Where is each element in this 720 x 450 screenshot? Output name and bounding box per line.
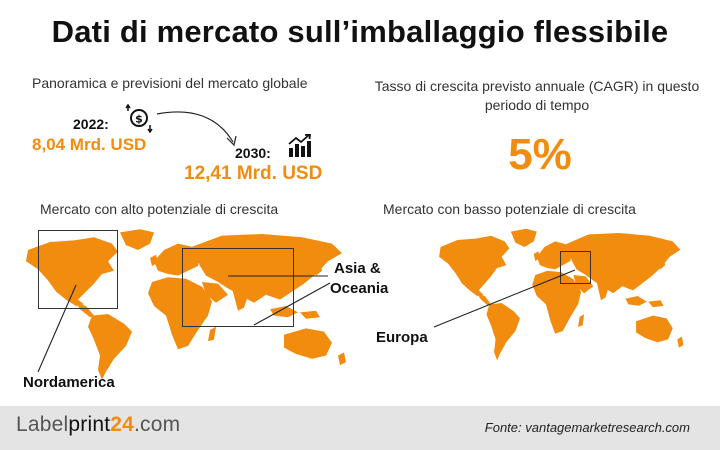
callout-line-north-america [37, 284, 77, 373]
region-label-north-america: Nordamerica [23, 374, 115, 391]
logo-part-label: Label [16, 413, 69, 436]
year-2030-label: 2030: [235, 145, 271, 161]
callout-lines [37, 269, 576, 373]
brand-logo[interactable]: Labelprint24.com [16, 413, 180, 437]
cagr-label: Tasso di crescita previsto annuale (CAGR… [374, 78, 700, 113]
high-potential-label: Mercato con alto potenziale di crescita [40, 201, 279, 217]
cagr-value: 5% [508, 130, 572, 179]
region-label-oceania: Oceania [330, 280, 389, 297]
region-label-asia: Asia & [334, 260, 381, 277]
logo-part-number: 24 [110, 413, 135, 436]
callout-line-oceania [253, 282, 331, 326]
footer-bar [0, 406, 720, 450]
source-credit: Fonte: vantagemarketresearch.com [484, 420, 690, 435]
highlight-box-north-america [38, 230, 118, 309]
logo-part-print: print [68, 413, 111, 436]
forecast-label: Panoramica e previsioni del mercato glob… [32, 75, 308, 91]
value-2022: 8,04 Mrd. USD [32, 135, 147, 154]
svg-text:$: $ [135, 113, 143, 126]
growth-chart-icon [288, 134, 311, 157]
year-2022-label: 2022: [73, 116, 109, 132]
logo-part-domain: .com [134, 413, 181, 436]
low-potential-label: Mercato con basso potenziale di crescita [383, 201, 636, 217]
region-label-europe: Europa [376, 329, 428, 346]
page-title: Dati di mercato sull’imballaggio flessib… [51, 14, 669, 49]
dollar-coin-icon: $ [125, 103, 153, 134]
callout-line-europe [433, 269, 576, 328]
highlight-box-asia-oceania [182, 248, 294, 327]
value-2030: 12,41 Mrd. USD [184, 163, 323, 184]
highlight-box-europe [560, 251, 591, 284]
curved-arrow-icon [156, 111, 237, 147]
